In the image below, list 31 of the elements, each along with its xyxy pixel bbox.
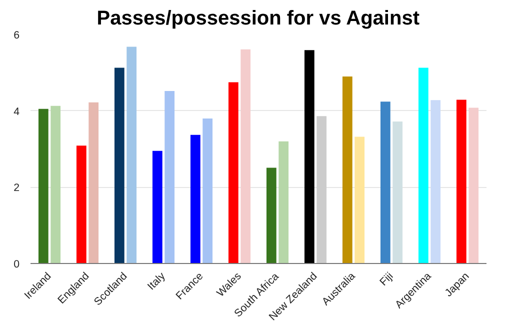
bar xyxy=(304,50,314,264)
bar xyxy=(88,102,99,264)
bar xyxy=(430,100,441,264)
bar xyxy=(316,116,327,264)
bar xyxy=(456,100,466,264)
x-tick-label: Fiji xyxy=(378,270,396,288)
bar xyxy=(392,122,403,264)
y-tick-label: 4 xyxy=(14,106,20,118)
bar xyxy=(190,134,200,264)
y-tick-label: 2 xyxy=(14,182,20,194)
bar xyxy=(278,141,289,264)
bar xyxy=(266,168,276,264)
bar xyxy=(38,108,48,264)
bar xyxy=(228,82,238,264)
y-tick-label: 6 xyxy=(14,30,20,42)
x-tick-label: Italy xyxy=(145,270,168,293)
bar xyxy=(114,68,124,264)
chart-title: Passes/possession for vs Against xyxy=(96,8,420,30)
bar xyxy=(240,49,251,264)
bar xyxy=(380,102,390,264)
bar xyxy=(202,118,213,264)
bar xyxy=(164,90,175,264)
bar xyxy=(152,150,162,264)
y-tick-label: 0 xyxy=(14,258,20,270)
bar xyxy=(418,68,428,264)
bar xyxy=(354,136,365,264)
bar xyxy=(76,146,86,264)
bar xyxy=(50,106,61,264)
bar xyxy=(468,108,479,264)
bar xyxy=(342,76,352,264)
bar xyxy=(126,46,137,264)
